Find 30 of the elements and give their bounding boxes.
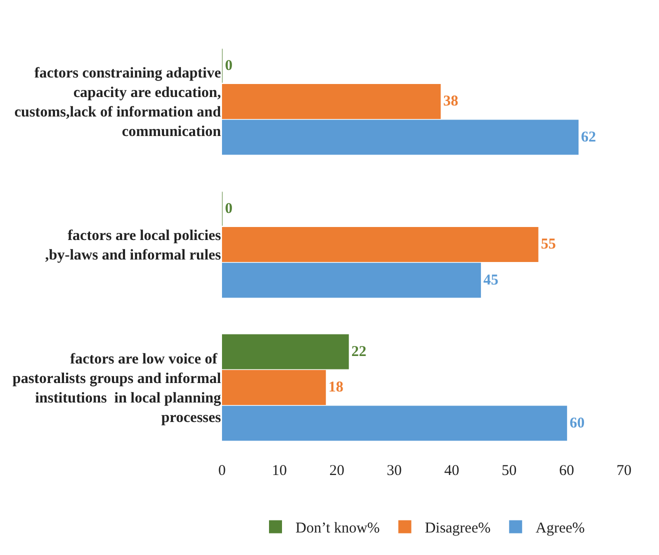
y-tick-label: factors constraining adaptive capacity are education, customs,lack of information and communication [14,66,222,140]
legend-label: Agree% [536,520,585,537]
x-tick-label: 20 [329,463,344,479]
bar [222,84,441,119]
y-tick-label: factors are low voice of pastoralists groups and informal institutions in local planning processes [12,352,222,426]
bar [222,262,481,298]
x-tick-label: 60 [559,463,574,479]
x-tick-label: 40 [444,463,460,479]
data-label: 60 [570,415,585,432]
data-label: 45 [483,272,498,288]
data-label: 55 [540,236,556,252]
data-label: 0 [225,58,232,74]
bar [222,227,538,262]
data-label: 22 [351,344,366,360]
bar [222,370,326,405]
x-tick-label: 30 [386,463,402,479]
x-tick-label: 50 [502,463,517,479]
data-label: 38 [443,94,458,110]
y-tick-label: factors are local policies ,by-laws and informal rules [45,228,222,264]
bar [222,406,568,441]
bar [222,120,579,155]
data-label: 18 [328,380,344,396]
x-tick-label: 10 [272,463,287,479]
x-tick-label: 0 [218,463,226,479]
bar [222,334,349,370]
legend-label: Don’t know% [296,520,380,537]
legend-label: Disagree% [424,520,491,537]
x-tick-label: 70 [616,463,632,479]
data-label: 0 [225,200,232,217]
data-label: 62 [581,129,596,146]
